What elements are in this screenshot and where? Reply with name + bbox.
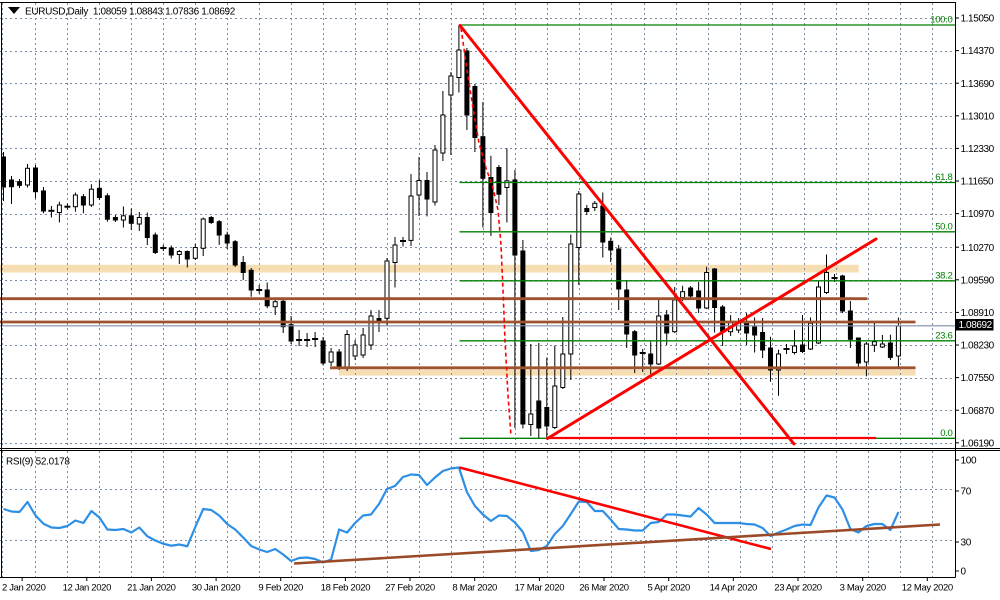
svg-text:1.13690: 1.13690 — [961, 79, 995, 90]
svg-text:27 Feb 2020: 27 Feb 2020 — [385, 583, 435, 594]
svg-text:9 Feb 2020: 9 Feb 2020 — [258, 583, 303, 594]
svg-text:0: 0 — [961, 567, 967, 578]
svg-text:1.11650: 1.11650 — [961, 177, 994, 188]
svg-text:26 Mar 2020: 26 Mar 2020 — [579, 583, 629, 594]
svg-text:5 Apr 2020: 5 Apr 2020 — [647, 583, 690, 594]
svg-text:1.15050: 1.15050 — [961, 14, 995, 25]
svg-text:1.14370: 1.14370 — [961, 46, 995, 57]
svg-text:0.0: 0.0 — [940, 428, 952, 439]
svg-text:70: 70 — [961, 487, 972, 498]
svg-text:12 May 2020: 12 May 2020 — [902, 583, 953, 594]
svg-text:8 Mar 2020: 8 Mar 2020 — [452, 583, 497, 594]
svg-text:2 Jan 2020: 2 Jan 2020 — [2, 583, 46, 594]
svg-text:1.08910: 1.08910 — [961, 308, 995, 319]
svg-text:1.10270: 1.10270 — [961, 243, 995, 254]
svg-text:RSI(9) 52.0178: RSI(9) 52.0178 — [6, 457, 70, 468]
svg-text:30: 30 — [961, 538, 972, 549]
svg-text:1.06190: 1.06190 — [961, 438, 995, 449]
svg-text:1.07550: 1.07550 — [961, 373, 995, 384]
svg-text:1.12330: 1.12330 — [961, 144, 995, 155]
svg-text:EURUSD,Daily 1.08059 1.08843: EURUSD,Daily 1.08059 1.08843 1.07836 1.0… — [25, 7, 236, 18]
svg-text:100.0: 100.0 — [930, 15, 952, 26]
svg-text:21 Jan 2020: 21 Jan 2020 — [127, 583, 176, 594]
svg-text:38.2: 38.2 — [935, 270, 952, 281]
svg-text:1.10970: 1.10970 — [961, 209, 995, 220]
svg-text:1.09590: 1.09590 — [961, 275, 995, 286]
svg-text:14 Apr 2020: 14 Apr 2020 — [710, 583, 757, 594]
svg-text:23 Apr 2020: 23 Apr 2020 — [774, 583, 821, 594]
svg-text:1.13010: 1.13010 — [961, 111, 995, 122]
svg-text:61.8: 61.8 — [935, 172, 952, 183]
svg-text:17 Mar 2020: 17 Mar 2020 — [515, 583, 565, 594]
svg-text:100: 100 — [961, 456, 978, 467]
svg-text:23.6: 23.6 — [935, 330, 952, 341]
svg-text:1.06870: 1.06870 — [961, 406, 995, 417]
svg-text:1.08230: 1.08230 — [961, 341, 995, 352]
svg-text:50.0: 50.0 — [935, 221, 952, 232]
svg-text:12 Jan 2020: 12 Jan 2020 — [63, 583, 112, 594]
svg-text:30 Jan 2020: 30 Jan 2020 — [192, 583, 241, 594]
svg-text:3 May 2020: 3 May 2020 — [840, 583, 886, 594]
svg-text:18 Feb 2020: 18 Feb 2020 — [321, 583, 371, 594]
svg-text:1.08692: 1.08692 — [959, 320, 993, 331]
